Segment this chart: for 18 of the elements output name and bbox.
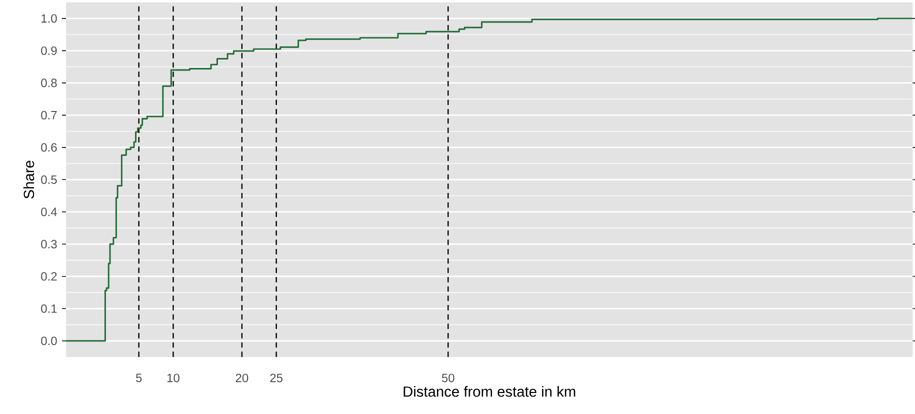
x-tick-label: 5 <box>136 374 142 382</box>
y-tick-label: 0.1 <box>41 304 57 313</box>
y-tick-label: 0.5 <box>41 175 57 184</box>
x-tick-label: 10 <box>167 374 180 382</box>
x-tick-label: 25 <box>270 374 282 382</box>
y-axis-title: Share <box>23 160 34 199</box>
y-tick-label: 0.9 <box>41 46 57 55</box>
y-tick-label: 1.0 <box>42 14 57 23</box>
y-tick-label: 0.0 <box>41 336 57 346</box>
y-tick-label: 0.6 <box>41 143 57 152</box>
x-tick-label: 50 <box>442 374 454 382</box>
x-tick-label: 20 <box>236 374 248 382</box>
x-axis-title: Distance from estate in km <box>404 386 576 397</box>
y-tick-label: 0.3 <box>41 240 57 248</box>
y-tick-label: 0.4 <box>41 208 57 216</box>
y-tick-label: 0.7 <box>41 110 57 120</box>
y-tick-label: 0.8 <box>41 78 57 88</box>
y-tick-label: 0.2 <box>41 272 57 281</box>
